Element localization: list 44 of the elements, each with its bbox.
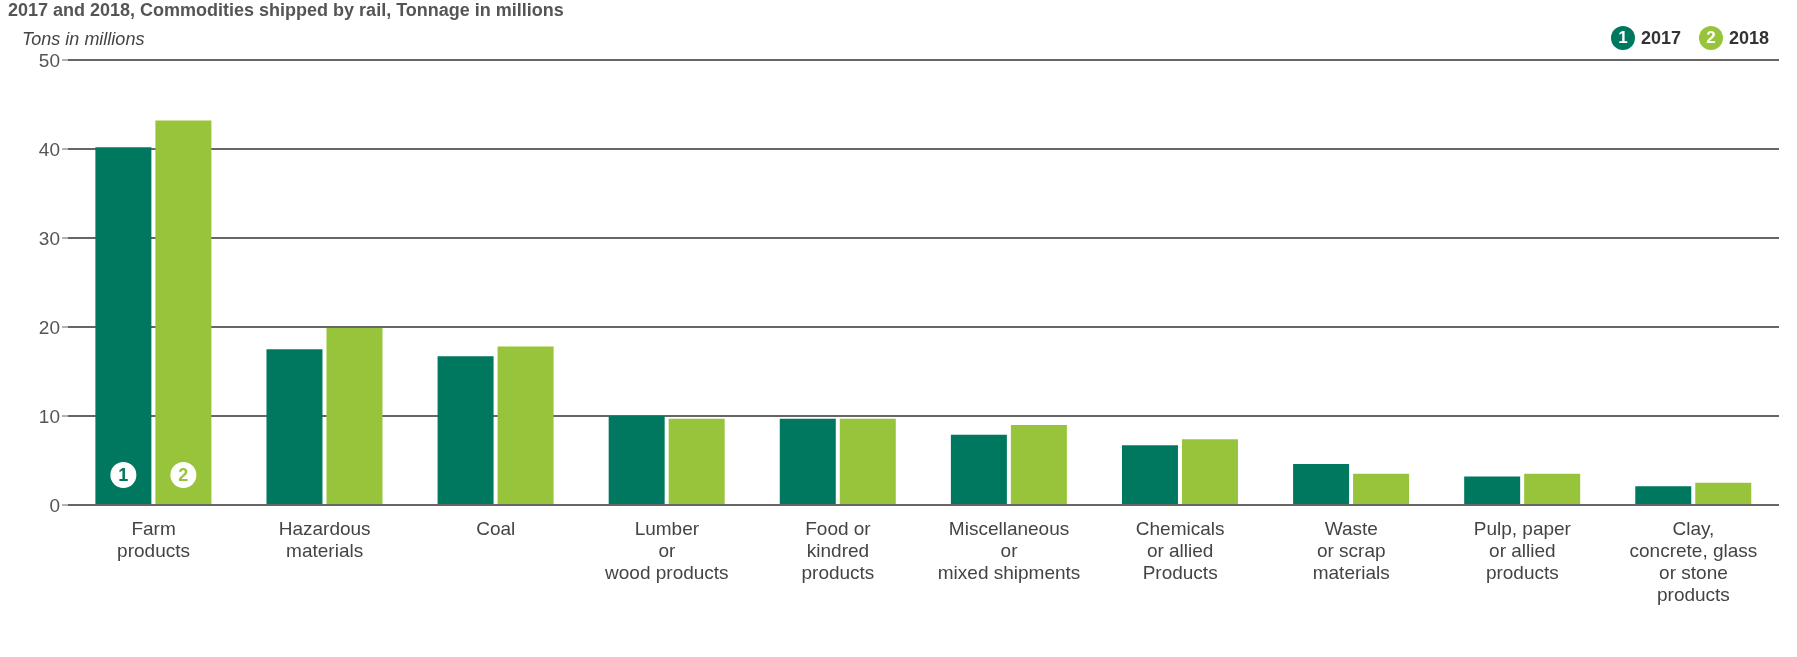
bar [608, 416, 665, 505]
bar [1293, 464, 1350, 505]
annotation: 2 [178, 465, 189, 485]
annotation: 1 [118, 465, 129, 485]
bar [839, 418, 896, 505]
bar [1121, 445, 1178, 505]
bar [266, 349, 323, 505]
x-tick-label: Farm products [117, 518, 190, 561]
bar [326, 327, 383, 505]
text: 2 [1706, 28, 1716, 47]
bar [1353, 473, 1410, 505]
legend-label: 2018 [1728, 27, 1769, 48]
x-tick-label: Hazardous materials [278, 518, 371, 561]
text: 1 [1618, 28, 1628, 47]
x-tick-label: Clay, concrete, glass or stone products [1629, 518, 1758, 605]
y-axis-title: Tons in millions [22, 29, 145, 50]
y-tick-label: 30 [38, 227, 60, 249]
x-tick-label: Food or kindred products [801, 518, 875, 583]
bar [437, 356, 494, 505]
legend-label: 2017 [1640, 27, 1681, 48]
bar [1010, 424, 1067, 505]
bar [155, 120, 212, 505]
y-tick-label: 50 [38, 49, 60, 71]
bar [1524, 473, 1581, 505]
x-tick-label: Chemicals or allied Products [1135, 518, 1225, 583]
x-tick-label: Coal [476, 518, 516, 539]
bar [1181, 439, 1238, 505]
bar [950, 434, 1007, 505]
x-tick-label: Lumber or wood products [604, 518, 729, 583]
x-tick-label: Waste or scrap materials [1312, 518, 1390, 583]
y-tick-label: 10 [38, 405, 60, 427]
bar [668, 418, 725, 505]
bar [497, 346, 554, 505]
y-tick-label: 0 [49, 494, 60, 516]
chart-title: 2017 and 2018, Commodities shipped by rail, Tonnage in millions [8, 0, 565, 20]
bar [1695, 482, 1752, 505]
x-tick-label: Pulp, paper or allied products [1473, 518, 1572, 583]
bar [95, 147, 152, 505]
bar [1464, 476, 1521, 505]
y-tick-label: 40 [38, 138, 60, 160]
x-tick-label: Miscellaneous or mixed shipments [937, 518, 1081, 583]
bar [779, 418, 836, 505]
y-tick-label: 20 [38, 316, 60, 338]
bar [1635, 486, 1692, 505]
